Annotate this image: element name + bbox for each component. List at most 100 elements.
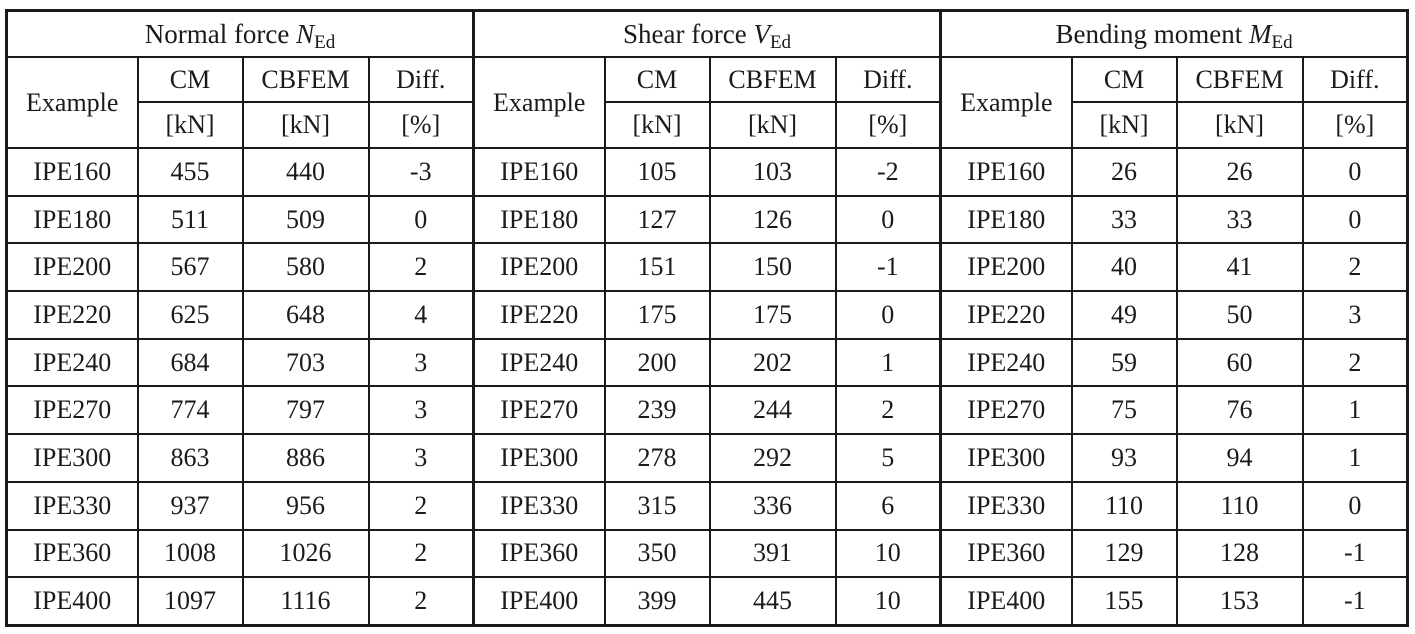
col-header-example: Example <box>472 56 606 149</box>
diff-cell: 3 <box>367 433 475 483</box>
example-cell: IPE270 <box>472 385 606 436</box>
cm-cell: 1008 <box>136 528 244 579</box>
example-cell: IPE270 <box>939 385 1073 436</box>
cm-cell: 127 <box>603 194 711 245</box>
unit-cbfem: [kN] <box>1175 101 1304 149</box>
table-row: IPE220 625 648 4 IPE220 175 175 0 IPE220… <box>5 290 1409 340</box>
diff-cell: 0 <box>834 290 942 340</box>
diff-cell: 6 <box>834 480 942 531</box>
example-cell: IPE360 <box>939 528 1073 579</box>
column-header-row: Example CM CBFEM Diff. Example CM CBFEM … <box>5 56 1409 149</box>
cm-cell: 774 <box>136 385 244 436</box>
diff-cell: -3 <box>367 147 475 197</box>
unit-cm: [kN] <box>1070 101 1178 149</box>
table-header: Normal force N Ed Shear force VEd Bending… <box>5 9 1409 149</box>
cbfem-cell: 153 <box>1175 576 1304 627</box>
example-cell: IPE200 <box>939 242 1073 293</box>
example-cell: IPE360 <box>5 528 139 579</box>
unit-cm: [kN] <box>603 101 711 149</box>
cbfem-cell: 292 <box>708 433 837 483</box>
cbfem-cell: 1116 <box>241 576 370 627</box>
comparison-table: Normal force N Ed Shear force VEd Bending… <box>5 9 1410 627</box>
cbfem-cell: 648 <box>241 290 370 340</box>
unit-diff: [%] <box>1301 101 1409 149</box>
diff-cell: -1 <box>834 242 942 293</box>
diff-cell: -1 <box>1301 576 1409 627</box>
diff-cell: 1 <box>1301 433 1409 483</box>
cm-cell: 175 <box>603 290 711 340</box>
table-row: IPE200 567 580 2 IPE200 151 150 -1 IPE20… <box>5 242 1409 293</box>
example-cell: IPE220 <box>5 290 139 340</box>
table-row: IPE400 1097 1116 2 IPE400 399 445 10 IPE… <box>5 576 1409 627</box>
example-cell: IPE240 <box>939 337 1073 388</box>
cbfem-cell: 580 <box>241 242 370 293</box>
title-subscript: Ed <box>1271 31 1293 53</box>
cbfem-cell: 886 <box>241 433 370 483</box>
example-cell: IPE180 <box>472 194 606 245</box>
diff-cell: 0 <box>367 194 475 245</box>
example-cell: IPE200 <box>472 242 606 293</box>
title-text: Shear force <box>623 18 754 49</box>
diff-cell: 1 <box>1301 385 1409 436</box>
cm-cell: 110 <box>1070 480 1178 531</box>
col-header-cm: CM <box>1070 56 1178 103</box>
unit-cbfem: [kN] <box>708 101 837 149</box>
cm-cell: 455 <box>136 147 244 197</box>
diff-cell: 2 <box>834 385 942 436</box>
table-body: IPE160 455 440 -3 IPE160 105 103 -2 IPE1… <box>5 147 1409 627</box>
cm-cell: 49 <box>1070 290 1178 340</box>
cbfem-cell: 33 <box>1175 194 1304 245</box>
cbfem-cell: 26 <box>1175 147 1304 197</box>
cbfem-cell: 150 <box>708 242 837 293</box>
cm-cell: 625 <box>136 290 244 340</box>
cm-cell: 105 <box>603 147 711 197</box>
example-cell: IPE330 <box>5 480 139 531</box>
example-cell: IPE180 <box>5 194 139 245</box>
table-row: IPE180 511 509 0 IPE180 127 126 0 IPE180… <box>5 194 1409 245</box>
example-cell: IPE240 <box>472 337 606 388</box>
example-cell: IPE300 <box>5 433 139 483</box>
title-symbol: N <box>296 18 315 49</box>
diff-cell: 10 <box>834 576 942 627</box>
cbfem-cell: 126 <box>708 194 837 245</box>
cbfem-cell: 60 <box>1175 337 1304 388</box>
col-header-cm: CM <box>136 56 244 103</box>
unit-cbfem: [kN] <box>241 101 370 149</box>
diff-cell: 2 <box>367 480 475 531</box>
section-title-bending-moment: Bending moment MEd <box>939 9 1409 58</box>
cm-cell: 315 <box>603 480 711 531</box>
table-row: IPE240 684 703 3 IPE240 200 202 1 IPE240… <box>5 337 1409 388</box>
section-title-row: Normal force N Ed Shear force VEd Bending… <box>5 9 1409 58</box>
cm-cell: 511 <box>136 194 244 245</box>
cbfem-cell: 175 <box>708 290 837 340</box>
cbfem-cell: 76 <box>1175 385 1304 436</box>
diff-cell: 2 <box>367 576 475 627</box>
diff-cell: 2 <box>1301 337 1409 388</box>
diff-cell: 4 <box>367 290 475 340</box>
cm-cell: 129 <box>1070 528 1178 579</box>
cbfem-cell: 41 <box>1175 242 1304 293</box>
cbfem-cell: 128 <box>1175 528 1304 579</box>
cm-cell: 239 <box>603 385 711 436</box>
col-header-cbfem: CBFEM <box>1175 56 1304 103</box>
cbfem-cell: 440 <box>241 147 370 197</box>
title-text: Normal force <box>144 18 297 49</box>
diff-cell: 3 <box>1301 290 1409 340</box>
col-header-diff: Diff. <box>834 56 942 103</box>
example-cell: IPE160 <box>472 147 606 197</box>
diff-cell: 1 <box>834 337 942 388</box>
col-header-example: Example <box>939 56 1073 149</box>
table-row: IPE160 455 440 -3 IPE160 105 103 -2 IPE1… <box>5 147 1409 197</box>
example-cell: IPE240 <box>5 337 139 388</box>
unit-row: [kN] [kN] [%] [kN] [kN] [%] [kN] [kN] [%… <box>7 101 1409 149</box>
diff-cell: 0 <box>1301 194 1409 245</box>
section-title-shear-force: Shear force VEd <box>471 9 942 58</box>
col-header-cm: CM <box>603 56 711 103</box>
col-header-diff: Diff. <box>367 56 475 103</box>
cm-cell: 200 <box>603 337 711 388</box>
example-cell: IPE160 <box>5 147 139 197</box>
example-cell: IPE330 <box>472 480 606 531</box>
cbfem-cell: 103 <box>708 147 837 197</box>
col-header-cbfem: CBFEM <box>708 56 837 103</box>
